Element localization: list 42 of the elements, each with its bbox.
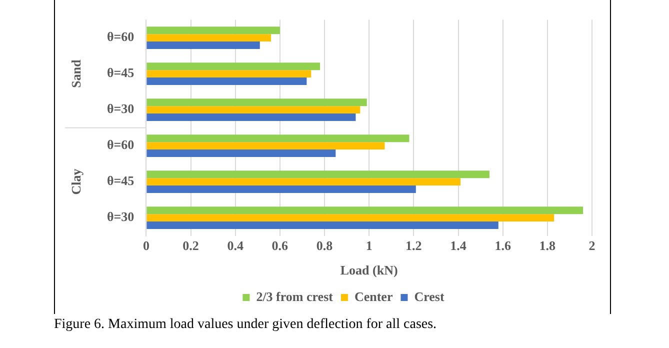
bar (146, 78, 307, 85)
x-tick-label: 1.2 (406, 238, 422, 253)
x-tick-label: 1.8 (539, 238, 556, 253)
x-tick-label: 2 (588, 238, 596, 253)
bar (146, 106, 360, 114)
x-tick-label: 0.2 (182, 238, 199, 253)
caption: Figure 6. Maximum load values under given deflection for all cases. (54, 317, 437, 333)
bar (146, 214, 554, 222)
x-tick-label: 0.4 (227, 238, 244, 253)
bar (146, 222, 498, 229)
y-tick-label: θ=45 (106, 65, 135, 80)
bar (146, 170, 490, 178)
bar (146, 70, 312, 78)
bar (146, 114, 356, 121)
bar (146, 62, 320, 70)
bar (146, 142, 385, 150)
bar (146, 98, 367, 106)
y-tick-label: θ=60 (106, 137, 134, 152)
legend-label: Center (354, 288, 393, 304)
x-axis-title: Load (kN) (340, 262, 398, 278)
y-tick-label: θ=60 (106, 29, 134, 44)
x-tick-label: 0.8 (316, 238, 334, 253)
legend-label: Crest (414, 288, 445, 304)
x-tick-label: 1 (366, 238, 372, 253)
bar (146, 150, 336, 157)
legend-label: 2/3 from crest (256, 288, 334, 304)
x-tick-label: 0 (142, 238, 150, 253)
bar (146, 178, 460, 186)
bar (146, 34, 272, 42)
bar (146, 186, 416, 193)
text: Clay (68, 168, 84, 195)
y-tick-label: θ=30 (106, 101, 134, 116)
bar (146, 42, 260, 49)
x-tick-label: 1.4 (450, 238, 467, 253)
text: Sand (68, 58, 84, 88)
bar (146, 134, 410, 142)
y-tick-label: θ=30 (106, 209, 134, 224)
y-tick-label: θ=45 (106, 173, 135, 188)
x-tick-label: 1.6 (494, 238, 512, 253)
bar (146, 206, 584, 214)
bar (146, 26, 280, 34)
x-tick-label: 0.6 (272, 238, 289, 253)
